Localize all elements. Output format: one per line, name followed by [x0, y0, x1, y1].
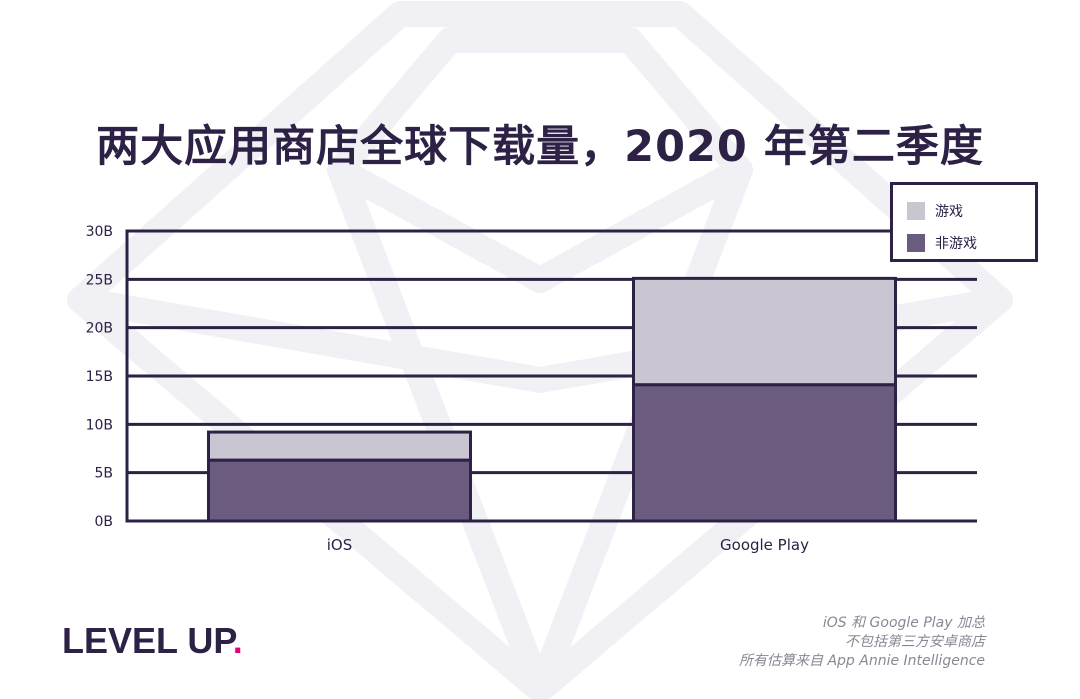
y-tick-label: 15B — [86, 369, 113, 385]
bar-segment-games — [632, 276, 897, 387]
x-category-label: Google Play — [720, 536, 809, 554]
y-tick-label: 0B — [94, 514, 113, 530]
chart-legend: 游戏 非游戏 — [890, 182, 1038, 262]
y-tick-label: 20B — [86, 321, 113, 337]
y-tick-label: 30B — [86, 224, 113, 240]
logo-text: LEVEL UP — [62, 620, 233, 661]
level-up-logo: LEVEL UP. — [62, 620, 243, 662]
source-note: iOS 和 Google Play 加总 不包括第三方安卓商店 所有估算来自 A… — [739, 614, 985, 671]
legend-swatch-games — [907, 202, 925, 220]
bar-segment-non-games — [632, 383, 897, 523]
source-note-line-3: 所有估算来自 App Annie Intelligence — [739, 653, 985, 669]
legend-item-non-games: 非游戏 — [907, 233, 977, 253]
legend-item-games: 游戏 — [907, 201, 963, 221]
bar-segment-games — [207, 430, 472, 462]
legend-label-games: 游戏 — [935, 204, 963, 220]
y-tick-label: 25B — [86, 272, 113, 288]
source-note-line-2: 不包括第三方安卓商店 — [845, 634, 985, 650]
y-tick-label: 5B — [94, 466, 113, 482]
bar-segment-non-games — [207, 458, 472, 523]
x-category-label: iOS — [327, 536, 353, 554]
legend-label-non-games: 非游戏 — [935, 236, 977, 252]
logo-dot: . — [232, 620, 243, 661]
source-note-line-1: iOS 和 Google Play 加总 — [822, 615, 985, 631]
legend-swatch-non-games — [907, 234, 925, 252]
chart-title: 两大应用商店全球下载量，2020 年第二季度 — [96, 122, 984, 172]
y-tick-label: 10B — [86, 417, 113, 433]
